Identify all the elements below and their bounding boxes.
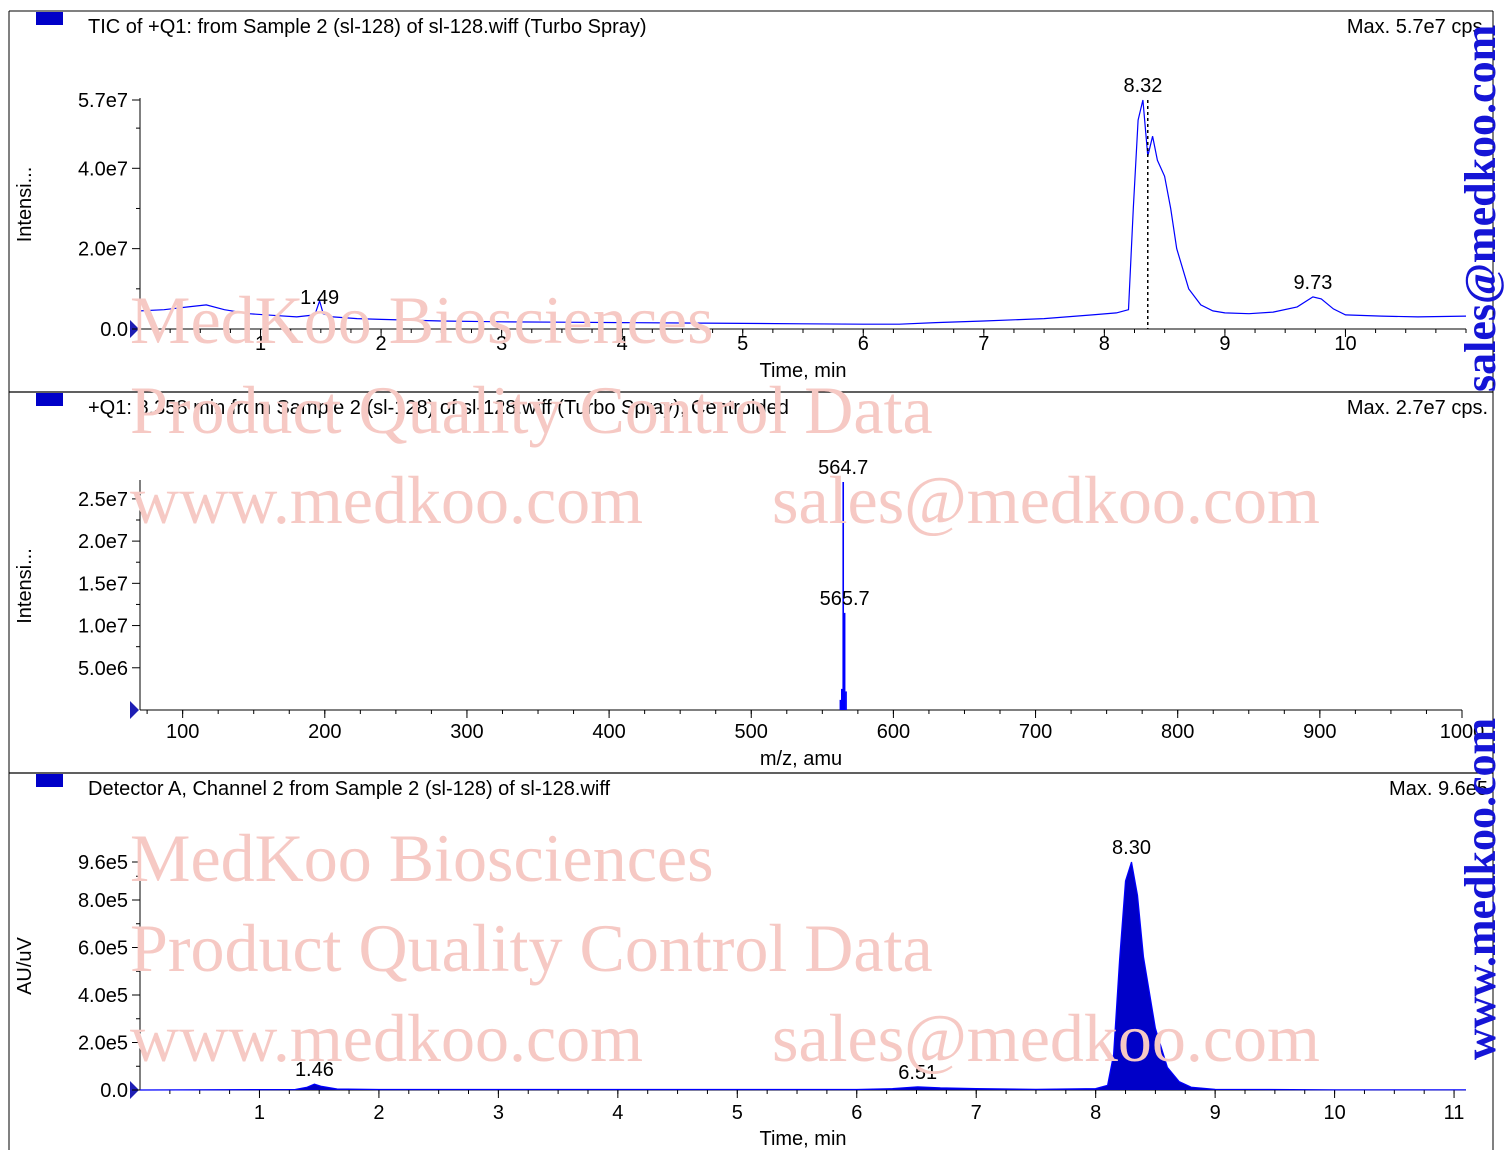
y-tick-label: 1.5e7	[78, 573, 128, 595]
watermark-web-lower: www.medkoo.com	[130, 1000, 644, 1076]
x-tick-label: 7	[971, 1102, 982, 1124]
x-tick-label: 1000	[1440, 721, 1485, 743]
legend-swatch	[36, 393, 63, 406]
panel-max-label: Max. 9.6e5	[1389, 778, 1488, 800]
x-tick-label: 1	[255, 333, 266, 355]
x-tick-label: 2	[376, 333, 387, 355]
y-tick-label: 0.0	[100, 1080, 128, 1102]
chromatogram-area	[140, 862, 1466, 1090]
x-axis-label: Time, min	[759, 360, 846, 382]
x-tick-label: 800	[1161, 721, 1194, 743]
side-email: sales@medkoo.com	[1456, 24, 1505, 392]
x-tick-label: 8	[1099, 333, 1110, 355]
watermark-qc: Product Quality Control Data	[130, 372, 933, 448]
chromatogram-trace	[139, 861, 1466, 1091]
y-tick-label: 1.0e7	[78, 616, 128, 638]
x-tick-label: 600	[877, 721, 910, 743]
side-web: www.medkoo.com	[1456, 717, 1505, 1060]
peak-label: 9.73	[1293, 272, 1332, 294]
y-tick-label: 5.7e7	[78, 90, 128, 112]
y-axis-label: Intensi...	[14, 167, 36, 243]
x-tick-label: 4	[617, 333, 628, 355]
legend-swatch	[36, 12, 63, 25]
x-tick-label: 4	[612, 1102, 623, 1124]
peak-label: 1.46	[295, 1059, 334, 1081]
y-tick-label: 6.0e5	[78, 938, 128, 960]
x-tick-label: 10	[1323, 1102, 1345, 1124]
x-tick-label: 7	[978, 333, 989, 355]
x-tick-label: 8	[1090, 1102, 1101, 1124]
watermark-company-lower: MedKoo Biosciences	[130, 820, 714, 896]
x-tick-label: 3	[496, 333, 507, 355]
x-tick-label: 500	[735, 721, 768, 743]
x-tick-label: 9	[1219, 333, 1230, 355]
chromatogram-trace	[139, 99, 1467, 325]
x-tick-label: 400	[592, 721, 625, 743]
x-tick-label: 3	[493, 1102, 504, 1124]
watermark-qc-lower: Product Quality Control Data	[130, 910, 933, 986]
x-tick-label: 5	[737, 333, 748, 355]
y-tick-label: 2.0e7	[78, 239, 128, 261]
peak-label: 564.7	[818, 457, 868, 479]
y-axis-label: AU/uV	[14, 936, 36, 994]
x-tick-label: 900	[1303, 721, 1336, 743]
x-axis-label: Time, min	[759, 1128, 846, 1150]
panel-title: Detector A, Channel 2 from Sample 2 (sl-…	[88, 778, 611, 800]
watermark-company: MedKoo Biosciences	[130, 282, 714, 358]
x-tick-label: 10	[1334, 333, 1356, 355]
y-tick-label: 8.0e5	[78, 890, 128, 912]
y-tick-label: 4.0e7	[78, 158, 128, 180]
y-tick-label: 2.0e7	[78, 531, 128, 553]
peak-label: 8.32	[1123, 75, 1162, 97]
peak-label: 8.30	[1112, 837, 1151, 859]
baseline-marker	[130, 701, 139, 719]
x-tick-label: 5	[732, 1102, 743, 1124]
x-tick-label: 6	[851, 1102, 862, 1124]
y-tick-label: 0.0	[100, 319, 128, 341]
y-tick-label: 2.0e5	[78, 1033, 128, 1055]
panel-title: TIC of +Q1: from Sample 2 (sl-128) of sl…	[88, 16, 647, 38]
x-tick-label: 300	[450, 721, 483, 743]
x-tick-label: 11	[1444, 1102, 1465, 1124]
x-tick-label: 1	[254, 1102, 265, 1124]
y-axis-label: Intensi...	[14, 548, 36, 624]
x-tick-label: 6	[858, 333, 869, 355]
peak-label: 1.49	[300, 287, 339, 309]
y-tick-label: 2.5e7	[78, 489, 128, 511]
watermark-email: sales@medkoo.com	[772, 462, 1320, 538]
x-tick-label: 100	[166, 721, 199, 743]
x-tick-label: 700	[1019, 721, 1052, 743]
peak-label: 565.7	[820, 588, 870, 610]
x-axis-label: m/z, amu	[760, 748, 842, 770]
panel-max-label: Max. 5.7e7 cps.	[1347, 16, 1488, 38]
x-tick-label: 9	[1210, 1102, 1221, 1124]
y-tick-label: 9.6e5	[78, 852, 128, 874]
watermark-email-lower: sales@medkoo.com	[772, 1000, 1320, 1076]
x-tick-label: 2	[373, 1102, 384, 1124]
y-tick-label: 5.0e6	[78, 658, 128, 680]
watermark-web: www.medkoo.com	[130, 462, 644, 538]
panel-title: +Q1: 8.358 min from Sample 2 (sl-128) of…	[88, 397, 789, 419]
x-tick-label: 200	[308, 721, 341, 743]
panel-max-label: Max. 2.7e7 cps.	[1347, 397, 1488, 419]
peak-label: 6.51	[898, 1062, 937, 1084]
legend-swatch	[36, 774, 63, 787]
y-tick-label: 4.0e5	[78, 985, 128, 1007]
